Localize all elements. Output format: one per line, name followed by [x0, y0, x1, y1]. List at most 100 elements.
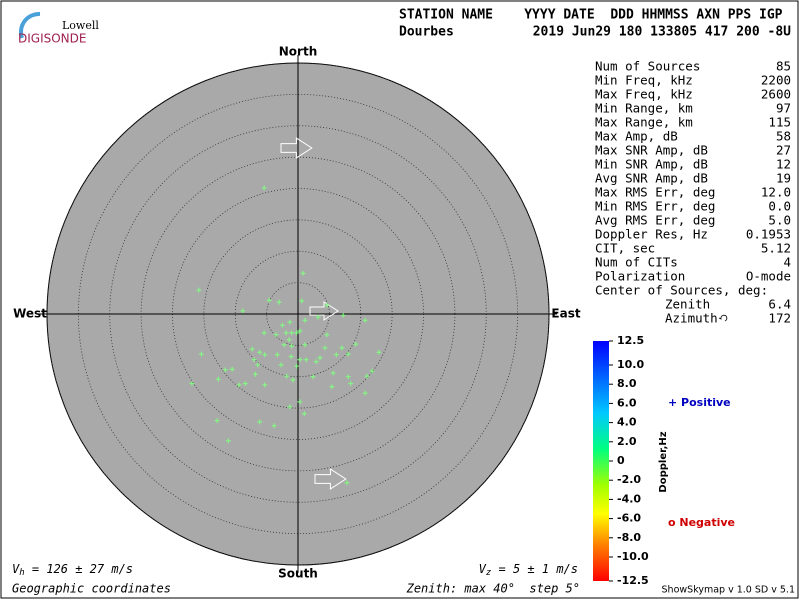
source-point	[340, 312, 346, 318]
source-point	[339, 345, 345, 351]
stat-value: 97	[776, 101, 791, 116]
source-point	[330, 370, 336, 376]
stats: Num of Sources 85 Min Freq, kHz 2200 Max Fre…	[595, 59, 791, 326]
stat-value: 2600	[761, 87, 791, 102]
velocity-arrow	[314, 468, 347, 490]
source-point	[261, 330, 267, 336]
legend-negative: o Negative	[668, 516, 735, 529]
header-station: Dourbes	[399, 25, 454, 40]
source-point	[289, 343, 295, 349]
zenith-label: Zenith: max 40° step 5°	[406, 582, 580, 596]
source-point	[271, 423, 277, 429]
source-point	[297, 328, 303, 334]
source-point	[274, 352, 280, 358]
stat-value: 12.0	[761, 185, 791, 200]
source-point	[362, 390, 368, 396]
source-point	[287, 404, 293, 410]
coords-label: Geographic coordinates	[12, 582, 171, 596]
source-point	[242, 381, 248, 387]
source-point	[249, 346, 255, 352]
version-label: ShowSkymap v 1.0 SD v 5.1	[662, 585, 795, 596]
source-point	[240, 308, 246, 314]
stat-value: 19	[776, 171, 791, 186]
source-point	[315, 314, 321, 320]
source-point	[222, 367, 228, 373]
colorbar-tick-label: -6.0	[617, 512, 641, 525]
source-point	[289, 330, 295, 336]
center-value: 172	[768, 311, 791, 326]
source-point	[288, 354, 294, 360]
stat-value: 58	[776, 129, 791, 144]
source-point	[255, 362, 261, 368]
colorbar-tick-label: 8.0	[617, 377, 637, 390]
compass-south: South	[278, 567, 318, 581]
stat-label: Avg RMS Err, deg	[595, 213, 715, 228]
source-point	[297, 357, 303, 363]
stat-label: Doppler Res, Hz	[595, 227, 708, 242]
source-point	[279, 322, 285, 328]
source-point	[294, 330, 300, 336]
colorbar-tick-label: 6.0	[617, 396, 637, 409]
source-point	[348, 381, 354, 387]
stat-label: Num of Sources	[595, 59, 700, 74]
source-point	[324, 302, 330, 308]
stat-value: 85	[776, 59, 791, 74]
colorbar	[593, 341, 609, 581]
vh-label: Vh = 126 ± 27 m/s	[12, 562, 133, 578]
source-point	[236, 382, 242, 388]
stat-value: 0.0	[768, 199, 791, 214]
source-point	[261, 185, 267, 191]
logo-swoosh	[18, 11, 41, 39]
header-labels: STATION NAME YYYY DATE DDD HHMMSS AXN PP…	[399, 8, 783, 23]
logo-brand: Lowell	[62, 19, 99, 32]
stat-label: Min Freq, kHz	[595, 73, 693, 88]
vh-sub: h	[19, 568, 24, 578]
source-point	[294, 363, 300, 369]
colorbar-tick-label: -2.0	[617, 473, 641, 486]
stat-label: Avg SNR Amp, dB	[595, 171, 708, 186]
colorbar-tick-label: 12.5	[617, 334, 644, 347]
source-point	[257, 349, 263, 355]
stat-value: 5.12	[761, 241, 791, 256]
colorbar-tick-label: 0	[617, 454, 625, 467]
stat-label: Min RMS Err, deg	[595, 199, 715, 214]
source-point	[215, 376, 221, 382]
source-point	[369, 368, 375, 374]
source-point	[345, 374, 351, 380]
stat-value: 0.1953	[746, 227, 791, 242]
vz-label: Vz = 5 ± 1 m/s	[479, 562, 578, 578]
stat-label: Polarization	[595, 269, 685, 284]
stat-label: Max Freq, kHz	[595, 87, 693, 102]
colorbar-tick-label: 2.0	[617, 435, 637, 448]
compass-east: East	[551, 307, 580, 321]
velocity-arrow	[280, 137, 313, 159]
source-point	[333, 352, 339, 358]
colorbar-tick-label: -4.0	[617, 492, 641, 505]
center-value: 6.4	[768, 297, 791, 312]
source-point	[278, 362, 284, 368]
source-point	[262, 352, 268, 358]
center-label: Azimuth	[665, 311, 718, 326]
vz-text: = 5 ± 1 m/s	[491, 562, 578, 576]
stat-label: Max Amp, dB	[595, 129, 678, 144]
source-point	[297, 399, 303, 405]
plot: North South West East	[13, 45, 581, 581]
source-point	[303, 357, 309, 363]
velocity-arrow	[309, 301, 339, 321]
vh-symbol: V	[12, 562, 20, 576]
source-point	[196, 287, 202, 293]
source-point	[281, 342, 287, 348]
source-point	[322, 345, 328, 351]
colorbar-title: Doppler,Hz	[658, 431, 669, 492]
stat-value: 115	[768, 115, 791, 130]
source-point	[225, 438, 231, 444]
source-point	[364, 373, 370, 379]
stat-label: CIT, sec	[595, 241, 655, 256]
stat-value: O-mode	[746, 269, 791, 284]
source-point	[229, 366, 235, 372]
stat-value: 2200	[761, 73, 791, 88]
colorbar-tick-label: 10.0	[617, 358, 644, 371]
center-label: Zenith	[665, 297, 710, 312]
